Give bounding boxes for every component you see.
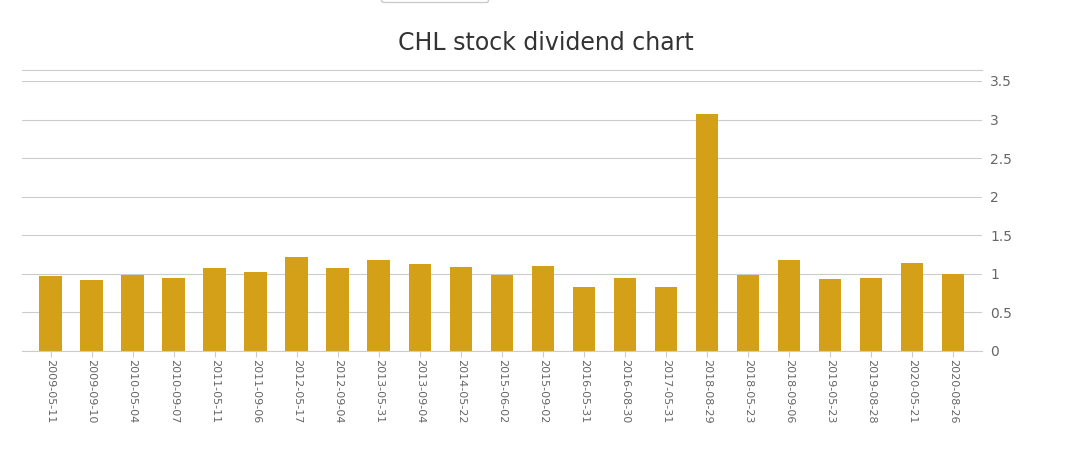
Bar	[860, 278, 883, 351]
Bar	[408, 264, 431, 351]
Bar	[81, 280, 103, 351]
Bar	[491, 275, 513, 351]
Bar	[696, 114, 718, 351]
Bar	[449, 267, 472, 351]
Bar	[901, 263, 923, 351]
Bar	[286, 257, 308, 351]
Bar	[942, 274, 964, 351]
Bar	[531, 266, 554, 351]
Bar	[613, 278, 636, 351]
Bar	[573, 287, 596, 351]
Bar	[326, 268, 349, 351]
Bar	[121, 275, 144, 351]
Bar	[163, 279, 184, 351]
Text: CHL stock dividend chart: CHL stock dividend chart	[397, 32, 694, 55]
Bar	[39, 276, 62, 351]
Bar	[736, 275, 759, 351]
Legend: Dividend: Dividend	[381, 0, 489, 2]
Bar	[655, 287, 678, 351]
Bar	[203, 269, 226, 351]
Bar	[244, 272, 267, 351]
Bar	[819, 279, 841, 351]
Bar	[368, 260, 391, 351]
Bar	[778, 260, 801, 351]
